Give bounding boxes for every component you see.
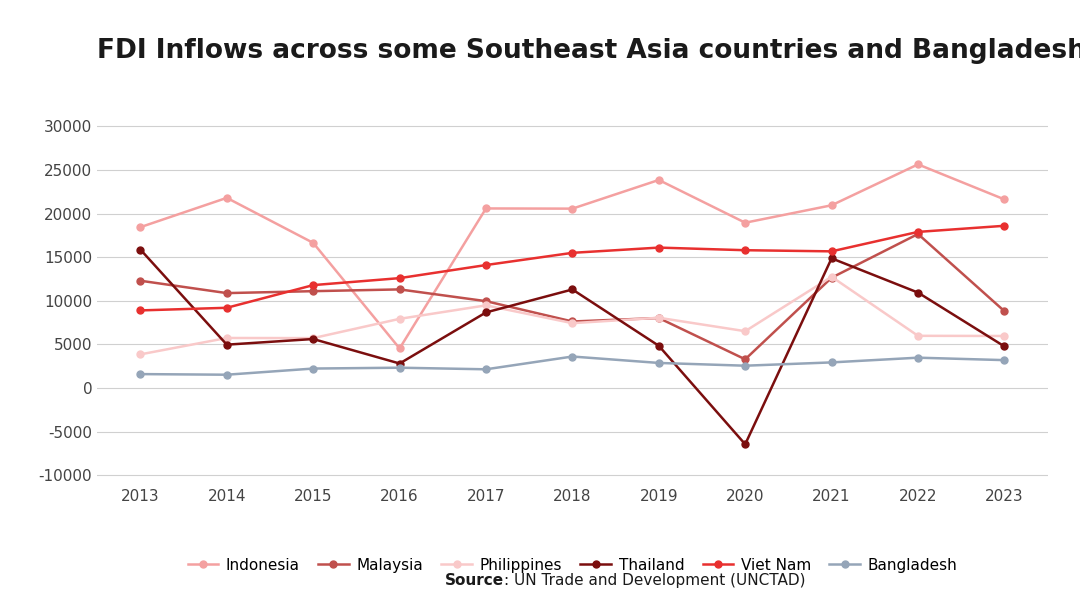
Viet Nam xyxy=(912,228,924,235)
Thailand xyxy=(393,360,406,367)
Bangladesh xyxy=(566,353,579,360)
Philippines xyxy=(307,335,320,342)
Thailand xyxy=(652,342,665,350)
Viet Nam xyxy=(220,304,233,312)
Malaysia xyxy=(220,289,233,296)
Indonesia xyxy=(307,239,320,246)
Viet Nam xyxy=(739,247,752,254)
Line: Philippines: Philippines xyxy=(137,273,1008,358)
Bangladesh xyxy=(307,365,320,372)
Bangladesh xyxy=(998,356,1011,364)
Thailand xyxy=(912,289,924,296)
Malaysia xyxy=(825,274,838,281)
Indonesia xyxy=(134,223,147,231)
Text: : UN Trade and Development (UNCTAD): : UN Trade and Development (UNCTAD) xyxy=(504,574,806,588)
Thailand xyxy=(998,343,1011,350)
Bangladesh xyxy=(220,371,233,378)
Legend: Indonesia, Malaysia, Philippines, Thailand, Viet Nam, Bangladesh: Indonesia, Malaysia, Philippines, Thaila… xyxy=(181,552,963,579)
Indonesia xyxy=(912,161,924,168)
Philippines xyxy=(480,302,492,309)
Malaysia xyxy=(307,287,320,295)
Indonesia xyxy=(480,205,492,212)
Indonesia xyxy=(566,205,579,212)
Thailand xyxy=(825,255,838,262)
Philippines xyxy=(998,332,1011,339)
Bangladesh xyxy=(393,364,406,371)
Viet Nam xyxy=(480,261,492,269)
Line: Thailand: Thailand xyxy=(137,246,1008,448)
Malaysia xyxy=(652,315,665,322)
Viet Nam xyxy=(652,244,665,251)
Malaysia xyxy=(566,318,579,325)
Philippines xyxy=(825,273,838,280)
Bangladesh xyxy=(480,365,492,373)
Indonesia xyxy=(220,194,233,201)
Line: Viet Nam: Viet Nam xyxy=(137,222,1008,314)
Malaysia xyxy=(739,356,752,363)
Thailand xyxy=(739,440,752,448)
Malaysia xyxy=(998,307,1011,315)
Viet Nam xyxy=(566,249,579,257)
Malaysia xyxy=(134,277,147,284)
Indonesia xyxy=(998,196,1011,203)
Viet Nam xyxy=(134,307,147,314)
Malaysia xyxy=(480,298,492,305)
Thailand xyxy=(220,341,233,348)
Malaysia xyxy=(912,231,924,238)
Philippines xyxy=(912,332,924,339)
Bangladesh xyxy=(652,359,665,367)
Indonesia xyxy=(652,176,665,183)
Thailand xyxy=(480,309,492,316)
Viet Nam xyxy=(825,247,838,255)
Malaysia xyxy=(393,286,406,293)
Thailand xyxy=(134,246,147,253)
Bangladesh xyxy=(912,354,924,361)
Text: FDI Inflows across some Southeast Asia countries and Bangladesh: FDI Inflows across some Southeast Asia c… xyxy=(97,38,1080,64)
Viet Nam xyxy=(307,281,320,289)
Line: Indonesia: Indonesia xyxy=(137,161,1008,352)
Text: Source: Source xyxy=(445,574,504,588)
Viet Nam xyxy=(998,222,1011,229)
Indonesia xyxy=(739,219,752,226)
Viet Nam xyxy=(393,275,406,282)
Philippines xyxy=(134,351,147,358)
Line: Malaysia: Malaysia xyxy=(137,231,1008,363)
Philippines xyxy=(220,335,233,342)
Philippines xyxy=(652,314,665,321)
Bangladesh xyxy=(134,370,147,378)
Thailand xyxy=(566,286,579,293)
Bangladesh xyxy=(739,362,752,369)
Thailand xyxy=(307,335,320,342)
Indonesia xyxy=(393,345,406,352)
Line: Bangladesh: Bangladesh xyxy=(137,353,1008,378)
Philippines xyxy=(393,315,406,322)
Bangladesh xyxy=(825,359,838,366)
Philippines xyxy=(566,319,579,327)
Philippines xyxy=(739,327,752,335)
Indonesia xyxy=(825,201,838,209)
